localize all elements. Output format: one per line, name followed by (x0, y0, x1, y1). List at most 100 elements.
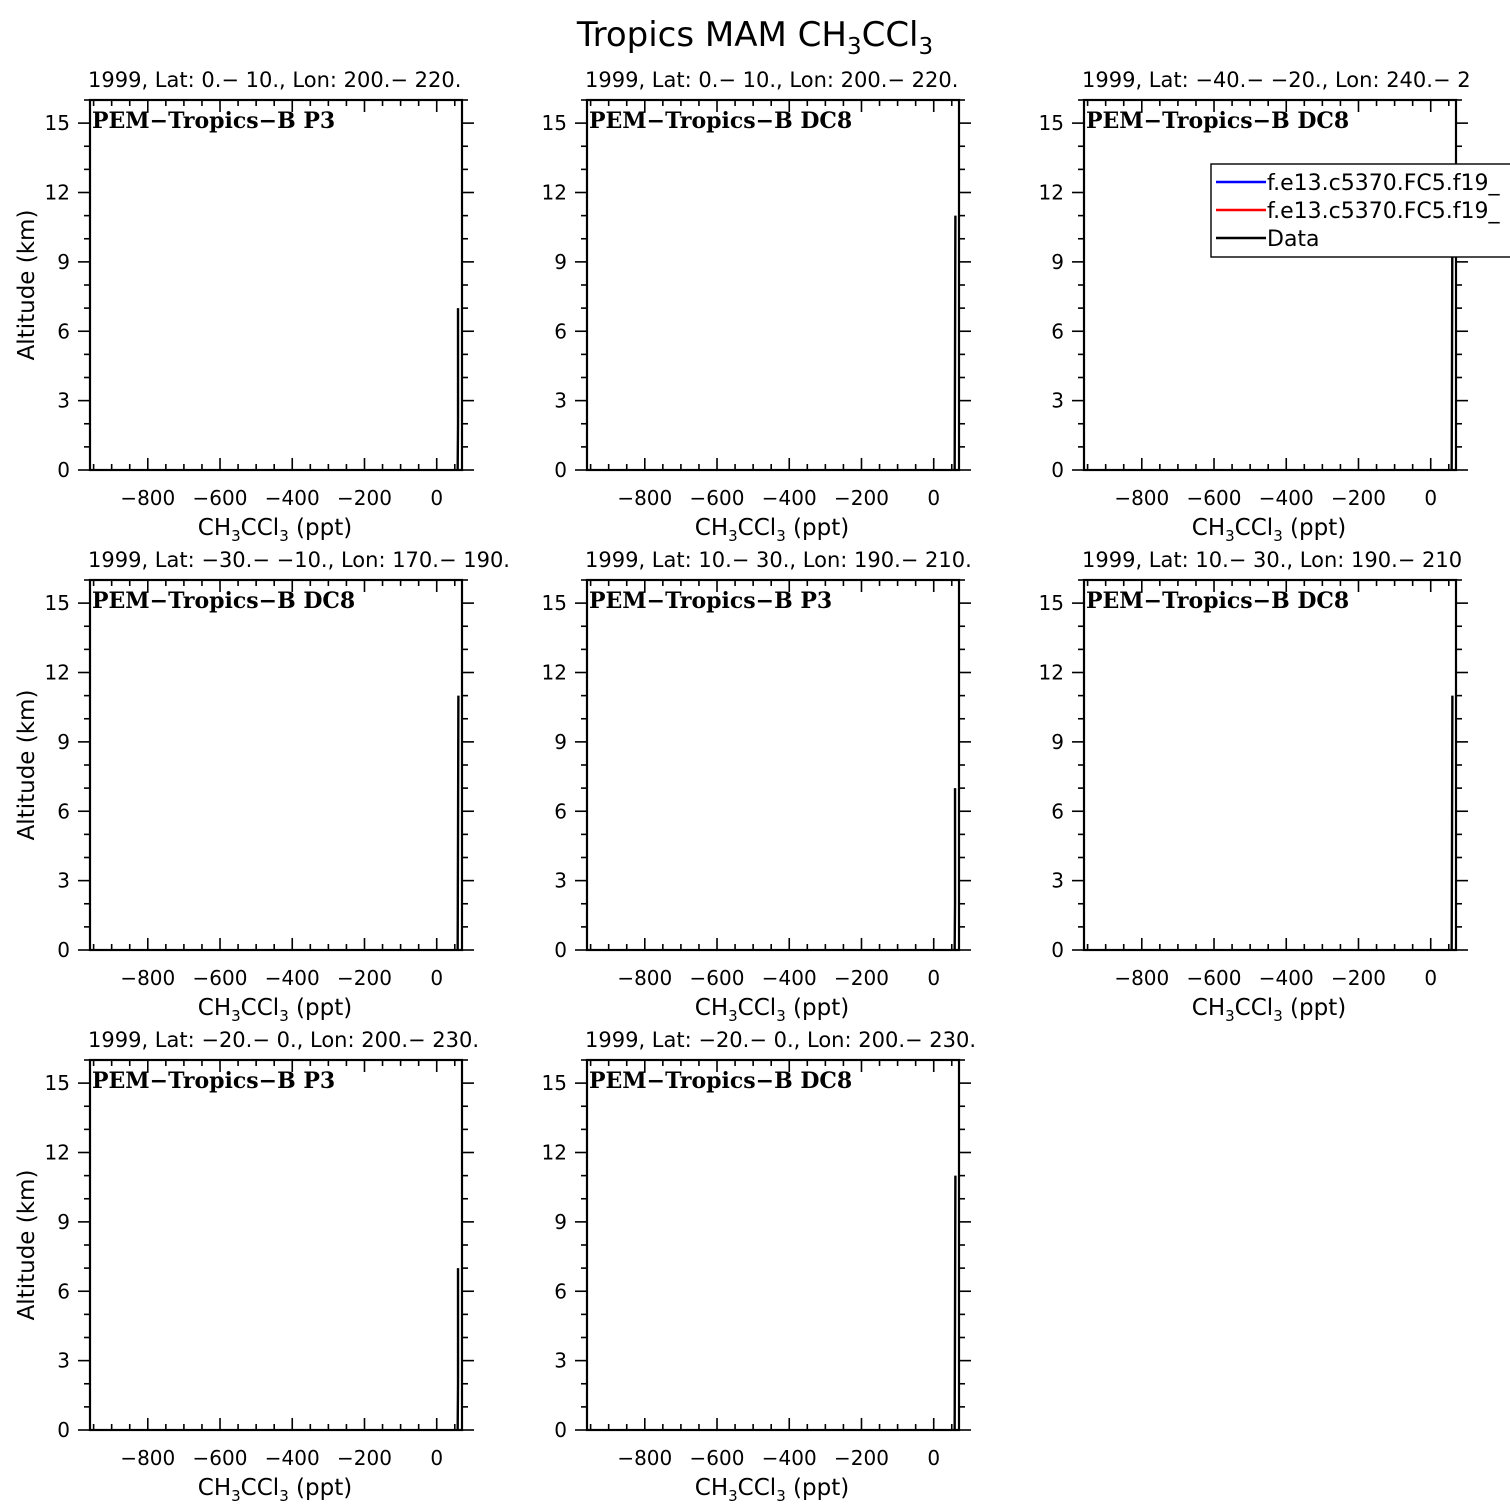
y-tick-label: 15 (1039, 591, 1064, 615)
x-axis-label-part-2: CCl (738, 515, 777, 541)
legend: f.e13.c5370.FC5.f19_ f.e13.c5370.FC5.f19_… (1210, 163, 1510, 258)
x-tick-label: −400 (762, 486, 817, 510)
x-tick-label: −400 (762, 1446, 817, 1470)
y-tick-label: 9 (57, 250, 70, 274)
y-tick-label: 15 (542, 111, 567, 135)
y-tick-label: 3 (57, 869, 70, 893)
x-tick-label: −600 (690, 966, 745, 990)
x-tick-label: −400 (265, 486, 320, 510)
panel-5: 1999, Lat: 10.− 30., Lon: 190.− 210. PEM−… (542, 548, 972, 1025)
series-line-data (456, 695, 460, 951)
x-tick-label: −800 (1114, 966, 1169, 990)
x-axis-label-part-1: 3 (231, 1007, 241, 1025)
x-axis-label-part-1: 3 (728, 1007, 738, 1025)
panels: 1999, Lat: 0.− 10., Lon: 200.− 220. PEM−T… (14, 68, 1510, 1505)
panel-3: 1999, Lat: −40.− −20., Lon: 240.− 2 PEM−T… (1039, 68, 1510, 545)
y-tick-label: 12 (45, 1141, 70, 1165)
x-tick-label: −800 (617, 966, 672, 990)
panel-title: 1999, Lat: −30.− −10., Lon: 170.− 190. (88, 548, 510, 572)
y-tick-label: 3 (554, 869, 567, 893)
x-axis-label-part-3: 3 (279, 1007, 289, 1025)
x-axis-label: CH3CCl3 (ppt) (695, 1475, 849, 1505)
x-axis-label-part-4: (ppt) (786, 515, 849, 541)
series-line-data (953, 215, 957, 471)
x-tick-label: −800 (1114, 486, 1169, 510)
y-tick-label: 15 (45, 591, 70, 615)
y-tick-label: 6 (554, 799, 567, 823)
y-tick-label: 12 (45, 661, 70, 685)
x-tick-label: 0 (430, 486, 443, 510)
x-tick-label: −200 (834, 486, 889, 510)
x-tick-label: 0 (1424, 486, 1437, 510)
y-tick-label: 15 (45, 1071, 70, 1095)
y-tick-label: 9 (554, 730, 567, 754)
x-tick-label: 0 (430, 966, 443, 990)
y-tick-label: 3 (554, 1349, 567, 1373)
x-tick-label: −600 (690, 1446, 745, 1470)
y-tick-label: 12 (1039, 181, 1064, 205)
series-line-data (1450, 695, 1454, 951)
panel-title: 1999, Lat: 10.− 30., Lon: 190.− 210 (1082, 548, 1462, 572)
figure-title-main: Tropics MAM CH (576, 15, 847, 55)
x-axis-label-part-4: (ppt) (1283, 995, 1346, 1021)
y-axis-label: Altitude (km) (14, 690, 40, 841)
y-tick-label: 6 (57, 1279, 70, 1303)
x-axis-label-part-2: CCl (738, 995, 777, 1021)
y-tick-label: 15 (1039, 111, 1064, 135)
x-axis-label-part-4: (ppt) (289, 515, 352, 541)
x-axis-label-part-3: 3 (776, 1487, 786, 1505)
x-axis-label-part-1: 3 (231, 527, 241, 545)
figure-title-sub2: 3 (919, 34, 934, 60)
x-axis-label: CH3CCl3 (ppt) (695, 515, 849, 545)
x-tick-label: −800 (617, 1446, 672, 1470)
x-axis-label-part-3: 3 (279, 527, 289, 545)
x-tick-label: −800 (120, 966, 175, 990)
panel-title: 1999, Lat: 0.− 10., Lon: 200.− 220. (585, 68, 958, 92)
y-tick-label: 9 (1051, 730, 1064, 754)
x-tick-label: −200 (834, 1446, 889, 1470)
x-tick-label: 0 (1424, 966, 1437, 990)
panel-annotation: PEM−Tropics−B DC8 (589, 1068, 852, 1094)
x-tick-label: −600 (1187, 966, 1242, 990)
x-axis-label-part-0: CH (1192, 515, 1225, 541)
panel-title: 1999, Lat: 10.− 30., Lon: 190.− 210. (585, 548, 972, 572)
y-tick-label: 0 (554, 938, 567, 962)
x-tick-label: −200 (1331, 966, 1386, 990)
x-axis-label-part-2: CCl (738, 1475, 777, 1501)
y-tick-label: 9 (554, 250, 567, 274)
x-axis-label-part-2: CCl (241, 515, 280, 541)
x-axis-label-part-0: CH (198, 1475, 231, 1501)
y-tick-label: 3 (57, 1349, 70, 1373)
y-tick-label: 9 (57, 1210, 70, 1234)
y-tick-label: 12 (542, 661, 567, 685)
x-axis-label-part-0: CH (1192, 995, 1225, 1021)
x-axis-label-part-1: 3 (728, 1487, 738, 1505)
figure-title: Tropics MAM CH3CCl3 (576, 15, 933, 60)
x-tick-label: −200 (834, 966, 889, 990)
x-tick-label: −200 (1331, 486, 1386, 510)
y-tick-label: 3 (1051, 869, 1064, 893)
y-tick-label: 0 (554, 458, 567, 482)
x-axis-label-part-0: CH (695, 1475, 728, 1501)
x-axis-label: CH3CCl3 (ppt) (198, 995, 352, 1025)
x-axis-label-part-0: CH (198, 515, 231, 541)
x-axis-label-part-3: 3 (776, 1007, 786, 1025)
x-tick-label: −400 (265, 966, 320, 990)
x-axis-label-part-3: 3 (279, 1487, 289, 1505)
panel-title: 1999, Lat: −20.− 0., Lon: 200.− 230. (88, 1028, 479, 1052)
panel-2: 1999, Lat: 0.− 10., Lon: 200.− 220. PEM−T… (542, 68, 971, 545)
panel-annotation: PEM−Tropics−B DC8 (1086, 588, 1349, 614)
x-axis-label: CH3CCl3 (ppt) (1192, 995, 1346, 1025)
x-axis-label-part-0: CH (198, 995, 231, 1021)
figure-title-mid: CCl (862, 15, 919, 55)
x-axis-label-part-1: 3 (1225, 1007, 1235, 1025)
x-axis-label-part-2: CCl (241, 995, 280, 1021)
x-axis-label-part-4: (ppt) (786, 995, 849, 1021)
panel-title: 1999, Lat: −20.− 0., Lon: 200.− 230. (585, 1028, 976, 1052)
x-tick-label: 0 (927, 966, 940, 990)
y-tick-label: 15 (542, 591, 567, 615)
x-axis-label: CH3CCl3 (ppt) (198, 515, 352, 545)
x-axis-label: CH3CCl3 (ppt) (1192, 515, 1346, 545)
panel-annotation: PEM−Tropics−B DC8 (1086, 108, 1349, 134)
plot-frame (585, 98, 961, 472)
